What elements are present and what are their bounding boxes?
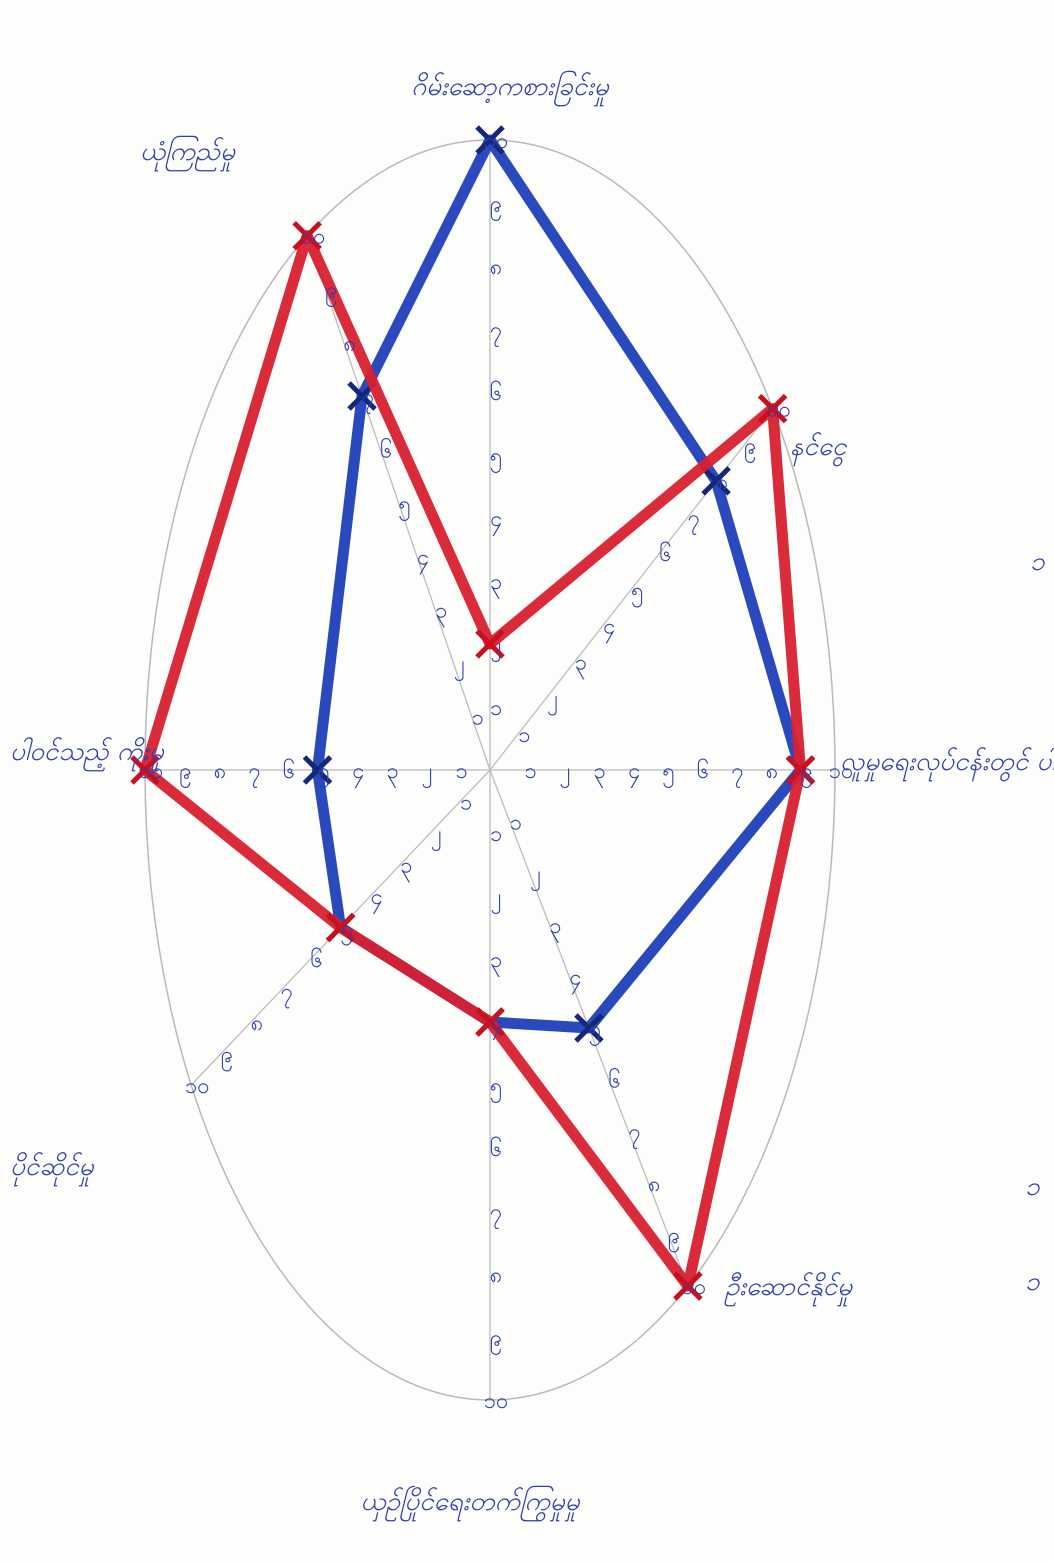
tick-label: ၆	[490, 380, 502, 406]
category-label: ဦးဆောင်နိုင်မှု	[724, 1272, 853, 1307]
category-label: ယုံကြည်မှု	[140, 135, 236, 172]
tick-label: ၄	[370, 885, 382, 914]
tick-label: ၅	[317, 759, 329, 788]
tick-label: ၅	[340, 917, 352, 946]
tick-label: ၈	[343, 332, 356, 357]
tick-label: ၉	[490, 1326, 502, 1355]
tick-label: ၃	[593, 759, 605, 788]
tick-label: ၉	[490, 192, 502, 221]
tick-label: ၄	[417, 545, 429, 574]
tick-label: ၁၀	[484, 129, 509, 154]
tick-label: ၉	[325, 278, 337, 307]
tick-label: ၆	[283, 758, 295, 784]
tick-label: ၃	[435, 599, 447, 628]
tick-label: ၂	[431, 822, 442, 851]
tick-label: ၁၀	[766, 398, 791, 423]
tick-label: ၃	[386, 759, 398, 788]
category-label: ဂိမ်းဆော့ကစားခြင်းမှု	[411, 70, 610, 107]
tick-label: ၅	[589, 1017, 601, 1046]
chart-labels: ၁၂၃၄၅၆၇၈၉၁၀၁၂၃၄၅၆၇၈၉၁၀၁၂၃၄၅၆၇၈၉၁၀၁၂၃၄၅၆၇…	[10, 70, 1054, 1522]
tick-label: ၈	[716, 470, 729, 495]
tick-label: ၁၀	[682, 1275, 707, 1300]
category-label: နင်ငွေ	[790, 432, 848, 467]
tick-label: ၇	[362, 385, 374, 414]
tick-label: ၅	[631, 578, 643, 607]
margin-note-left-bottom: ပိုင်ဆိုင်မှု	[10, 1152, 95, 1187]
tick-label: ၈	[251, 1011, 264, 1036]
tick-label: ၅	[398, 492, 410, 521]
tick-label: ၂	[530, 862, 541, 891]
tick-label: ၄	[569, 965, 581, 994]
tick-label: ၅	[490, 1074, 502, 1103]
tick-label: ၁	[518, 723, 530, 748]
tick-label: ၈	[648, 1172, 661, 1197]
tick-label: ၇	[688, 506, 700, 535]
tick-label: ၁	[472, 706, 484, 731]
tick-label: ၈	[490, 1263, 503, 1288]
tick-label: ၆	[659, 541, 671, 567]
tick-label: ၉	[221, 1043, 233, 1072]
tick-label: ၁၀	[301, 225, 326, 250]
category-label: လူမှုရေးလုပ်ငန်းတွင် ပါဝင်မှု	[840, 747, 1054, 782]
tick-label: ၂	[547, 687, 558, 716]
margin-note-right-bottom-1: ၁	[1025, 1172, 1040, 1202]
tick-label: ၆	[490, 1136, 502, 1162]
tick-label: ၇	[281, 980, 293, 1009]
tick-label: ၂	[454, 652, 465, 681]
tick-label: ၇	[248, 759, 260, 788]
tick-label: ၈	[490, 255, 503, 280]
tick-label: ၅	[662, 759, 674, 788]
tick-label: ၄	[628, 759, 640, 788]
tick-label: ၂	[491, 885, 502, 914]
tick-label: ၆	[697, 758, 709, 784]
tick-label: ၄	[352, 759, 364, 788]
tick-label: ၉	[179, 759, 191, 788]
tick-label: ၃	[575, 651, 587, 680]
tick-label: ၁	[460, 791, 472, 816]
tick-label: ၉	[744, 434, 756, 463]
category-label: ယှဉ်ပြိုင်ရေးတက်ကြွမှုမှု	[360, 1485, 580, 1522]
tick-label: ၃	[549, 914, 561, 943]
tick-label: ၇	[490, 318, 502, 347]
tick-label: ၃	[490, 570, 502, 599]
tick-label: ၉	[800, 759, 812, 788]
tick-label: ၁	[455, 759, 467, 784]
tick-label: ၆	[311, 947, 323, 973]
tick-label: ၅	[490, 444, 502, 473]
margin-note-right-bottom-2: ၁	[1025, 1267, 1040, 1297]
category-label: ပါဝင်သည့် ကိုးမှု	[10, 737, 165, 772]
tick-label: ၃	[490, 948, 502, 977]
tick-label: ၆	[609, 1068, 621, 1094]
tick-label: ၄	[603, 614, 615, 643]
tick-label: ၁	[490, 822, 502, 847]
tick-label: ၁	[510, 811, 522, 836]
margin-notes: ပိုင်ဆိုင်မှု ၁ ၁ ၁	[10, 547, 1045, 1297]
tick-label: ၁	[490, 696, 502, 721]
tick-label: ၉	[668, 1223, 680, 1252]
margin-note-right-mid: ၁	[1030, 547, 1045, 577]
tick-label: ၁၀	[185, 1074, 210, 1099]
tick-label: ၈	[766, 759, 779, 784]
tick-label: ၂	[422, 759, 433, 788]
tick-label: ၇	[731, 759, 743, 788]
tick-label: ၄	[490, 507, 502, 536]
tick-label: ၇	[490, 1200, 502, 1229]
tick-label: ၂	[560, 759, 571, 788]
tick-label: ၁၀	[484, 1389, 509, 1414]
tick-label: ၄	[490, 1011, 502, 1040]
tick-label: ၈	[214, 759, 227, 784]
tick-label: ၃	[400, 854, 412, 883]
tick-label: ၇	[628, 1120, 640, 1149]
tick-label: ၆	[380, 437, 392, 463]
tick-label: ၂	[491, 633, 502, 662]
tick-label: ၁	[524, 759, 536, 784]
